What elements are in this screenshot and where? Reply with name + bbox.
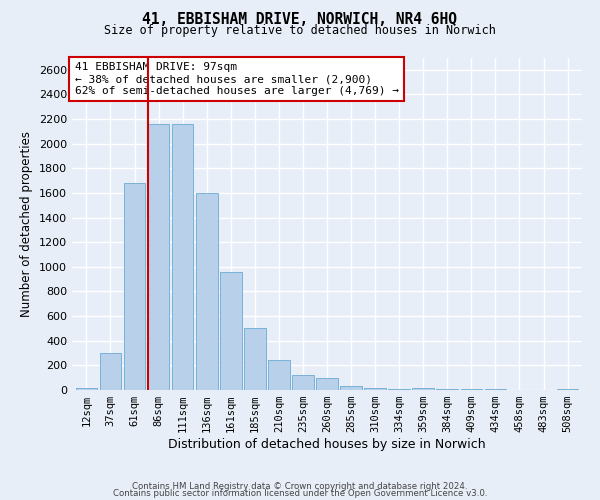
Bar: [268, 360, 290, 390]
Bar: [196, 193, 218, 390]
Text: Contains public sector information licensed under the Open Government Licence v3: Contains public sector information licen…: [113, 490, 487, 498]
Bar: [148, 124, 169, 390]
Bar: [316, 378, 338, 390]
Text: 41, EBBISHAM DRIVE, NORWICH, NR4 6HQ: 41, EBBISHAM DRIVE, NORWICH, NR4 6HQ: [143, 12, 458, 28]
Bar: [557, 389, 578, 390]
Bar: [172, 124, 193, 390]
Bar: [76, 388, 97, 390]
Bar: [100, 353, 121, 390]
Text: 41 EBBISHAM DRIVE: 97sqm
← 38% of detached houses are smaller (2,900)
62% of sem: 41 EBBISHAM DRIVE: 97sqm ← 38% of detach…: [74, 62, 398, 96]
Bar: [388, 389, 410, 390]
Bar: [340, 386, 362, 390]
Text: Contains HM Land Registry data © Crown copyright and database right 2024.: Contains HM Land Registry data © Crown c…: [132, 482, 468, 491]
X-axis label: Distribution of detached houses by size in Norwich: Distribution of detached houses by size …: [168, 438, 486, 451]
Text: Size of property relative to detached houses in Norwich: Size of property relative to detached ho…: [104, 24, 496, 37]
Bar: [244, 328, 266, 390]
Bar: [412, 388, 434, 390]
Bar: [220, 272, 242, 390]
Bar: [364, 388, 386, 390]
Bar: [292, 374, 314, 390]
Bar: [124, 183, 145, 390]
Y-axis label: Number of detached properties: Number of detached properties: [20, 130, 34, 317]
